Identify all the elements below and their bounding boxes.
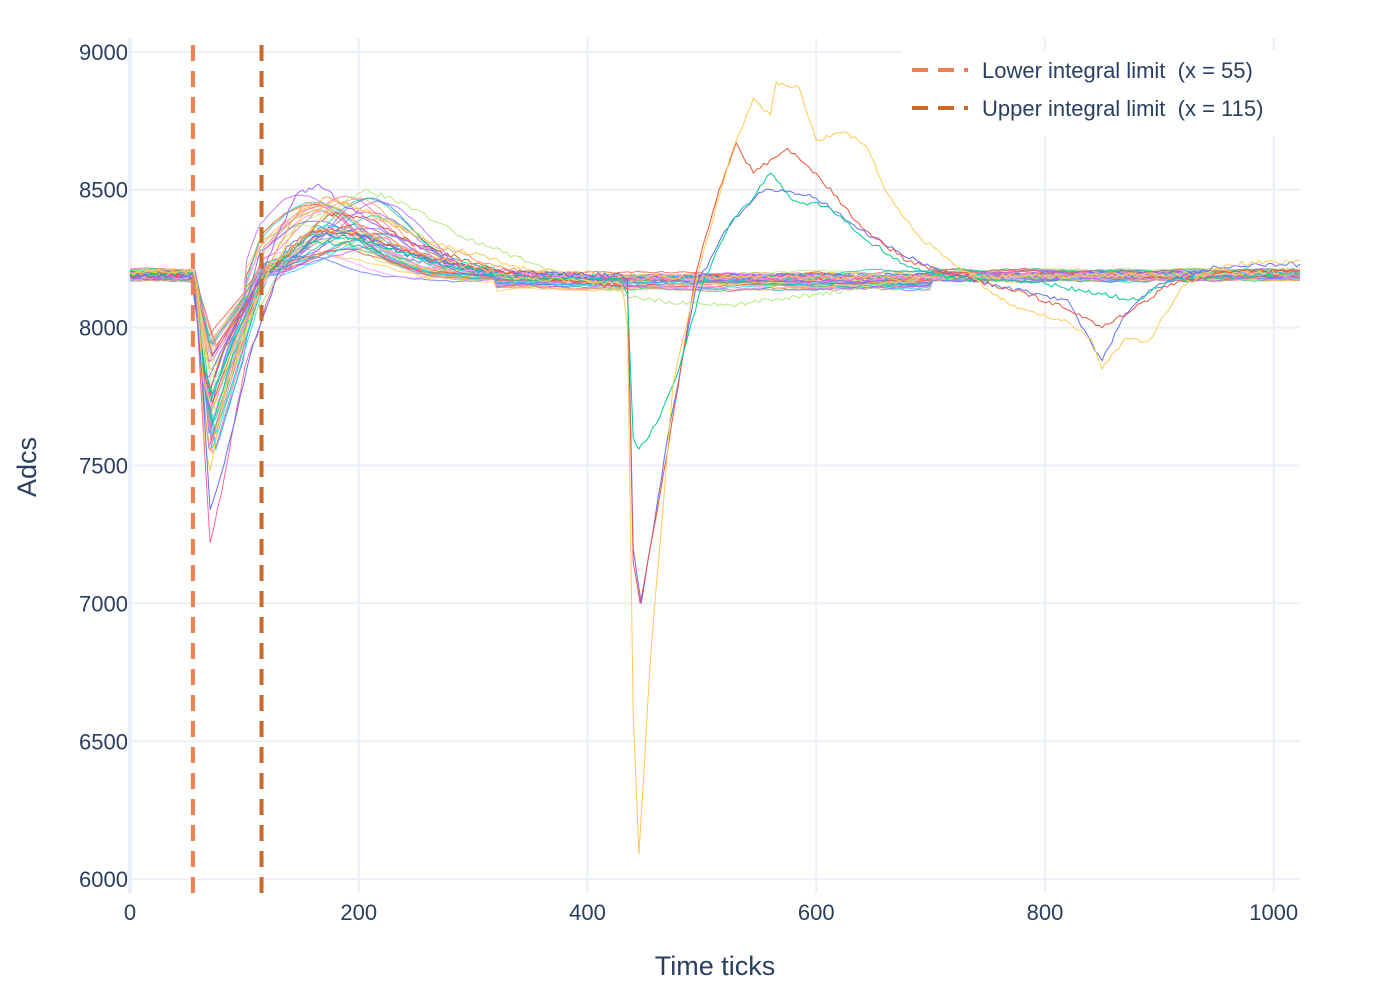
y-tick-label: 6000 [79, 867, 128, 892]
baseline-trace [129, 246, 1301, 351]
baseline-trace [129, 205, 1301, 370]
legend-label: Lower integral limit (x = 55) [982, 58, 1253, 83]
axes: 0 200 400 600 800 1000 6000 6500 7000 7500 8000 850… [79, 40, 1298, 925]
waveform-series [129, 81, 1301, 855]
x-axis-title: Time ticks [655, 951, 776, 981]
waveform-series [129, 188, 1301, 604]
legend-label: Upper integral limit (x = 115) [982, 96, 1263, 121]
x-tick-label: 800 [1027, 900, 1064, 925]
waveform-series [129, 183, 1301, 413]
baseline-trace [129, 197, 1301, 347]
legend-item-lower-limit[interactable]: Lower integral limit (x = 55) [912, 58, 1253, 83]
waveform-series [129, 200, 1301, 472]
y-tick-label: 8000 [79, 316, 128, 341]
legend-background [902, 50, 1300, 136]
baseline-trace [129, 201, 1301, 409]
y-tick-label: 9000 [79, 40, 128, 65]
y-tick-label: 6500 [79, 729, 128, 754]
x-tick-label: 0 [124, 900, 136, 925]
y-axis-title: Adcs [12, 437, 42, 497]
legend-item-upper-limit[interactable]: Upper integral limit (x = 115) [912, 96, 1263, 121]
baseline-trace [130, 255, 1301, 448]
integral-limit-lines [190, 45, 264, 895]
waveform-series [129, 226, 1301, 543]
grid [128, 38, 1300, 893]
series-group [129, 81, 1301, 855]
x-tick-label: 600 [798, 900, 835, 925]
waveform-series [129, 172, 1301, 450]
y-tick-label: 7000 [79, 591, 128, 616]
baseline-trace [129, 232, 1301, 347]
legend[interactable]: Lower integral limit (x = 55) Upper integ… [902, 50, 1300, 136]
y-tick-label: 8500 [79, 178, 128, 203]
x-tick-label: 200 [340, 900, 377, 925]
x-tick-label: 400 [569, 900, 606, 925]
x-tick-label: 1000 [1249, 900, 1298, 925]
baseline-trace [129, 253, 1301, 358]
waveform-series [129, 141, 1301, 604]
y-tick-label: 7500 [79, 454, 128, 479]
